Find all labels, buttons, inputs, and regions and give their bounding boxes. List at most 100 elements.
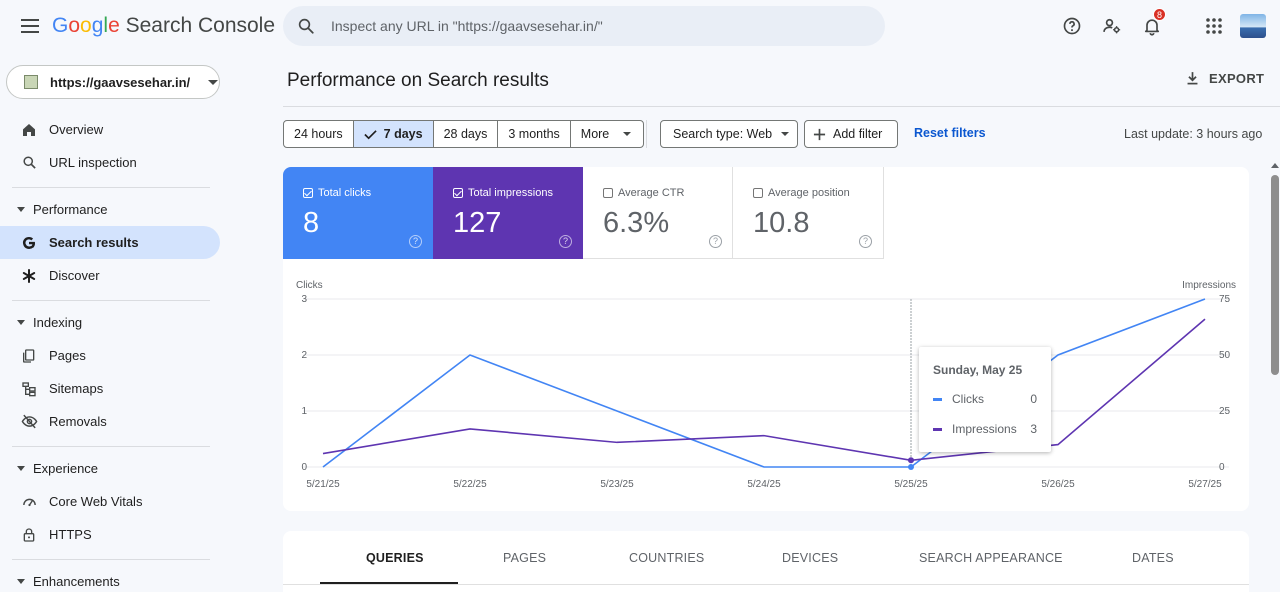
metric-label: Total clicks bbox=[318, 187, 372, 199]
apps-grid-icon[interactable] bbox=[1202, 14, 1226, 38]
y-right-tick-label: 25 bbox=[1219, 406, 1231, 417]
tooltip-series-value: 3 bbox=[1030, 422, 1037, 436]
y-left-axis-label: Clicks bbox=[296, 280, 323, 291]
sidebar-item-label: Overview bbox=[49, 122, 104, 137]
scroll-up-arrow-icon[interactable] bbox=[1271, 163, 1279, 168]
metric-label: Average position bbox=[768, 187, 850, 199]
sidebar-item-pages[interactable]: Pages bbox=[0, 339, 220, 372]
search-input[interactable] bbox=[331, 18, 851, 34]
x-tick-label: 5/23/25 bbox=[600, 479, 634, 490]
lock-icon bbox=[20, 526, 38, 544]
metric-label-row: Total clicks bbox=[303, 187, 371, 199]
sidebar-section-experience[interactable]: Experience bbox=[0, 454, 220, 482]
help-icon[interactable]: ? bbox=[559, 235, 572, 248]
download-icon bbox=[1187, 72, 1198, 85]
metric-value: 6.3% bbox=[603, 207, 670, 239]
search-icon bbox=[20, 154, 38, 172]
tab-pages[interactable]: PAGES bbox=[503, 551, 547, 565]
google-g-icon bbox=[20, 234, 38, 252]
home-icon bbox=[20, 121, 38, 139]
tooltip-series-name: Clicks bbox=[952, 392, 984, 406]
property-favicon bbox=[24, 75, 38, 89]
sidebar-item-core-web-vitals[interactable]: Core Web Vitals bbox=[0, 485, 220, 518]
add-filter-button[interactable]: Add filter bbox=[804, 120, 898, 148]
date-option-28-days[interactable]: 28 days bbox=[434, 121, 499, 147]
metric-checkbox[interactable] bbox=[603, 188, 613, 198]
tooltip-row-impressions: Impressions 3 bbox=[933, 422, 1037, 436]
add-filter-label: Add filter bbox=[833, 127, 883, 141]
metric-average-position[interactable]: Average position 10.8 ? bbox=[733, 167, 884, 259]
help-icon[interactable]: ? bbox=[859, 235, 872, 248]
section-label: Indexing bbox=[33, 314, 83, 330]
notifications-icon[interactable]: 8 bbox=[1140, 8, 1166, 38]
search-console-logo[interactable]: Google Search Console bbox=[52, 14, 275, 38]
reset-filters-link[interactable]: Reset filters bbox=[914, 126, 986, 140]
manage-users-icon[interactable] bbox=[1100, 14, 1124, 38]
help-icon[interactable]: ? bbox=[409, 235, 422, 248]
performance-line-chart[interactable]: 0 0 1 25 2 50 3 75 Clicks Impressions 5/21/25 5/22/… bbox=[283, 259, 1249, 511]
metric-value: 127 bbox=[453, 207, 502, 239]
page-scrollbar[interactable] bbox=[1270, 160, 1280, 592]
tooltip-series-value: 0 bbox=[1030, 392, 1037, 406]
y-left-tick-label: 1 bbox=[301, 406, 307, 417]
metric-label-row: Average position bbox=[753, 187, 850, 199]
scrollbar-thumb[interactable] bbox=[1271, 175, 1279, 375]
section-label: Performance bbox=[33, 201, 108, 217]
tab-dates[interactable]: DATES bbox=[1132, 551, 1174, 565]
sidebar-divider bbox=[12, 559, 210, 560]
export-button[interactable]: EXPORT bbox=[1184, 70, 1264, 87]
main-menu-icon[interactable] bbox=[18, 14, 42, 38]
pages-icon bbox=[20, 347, 38, 365]
chart-tooltip: Sunday, May 25 Clicks 0 Impressions 3 bbox=[919, 347, 1051, 452]
tab-devices[interactable]: DEVICES bbox=[782, 551, 839, 565]
logo-letter: o bbox=[68, 14, 81, 37]
metric-total-impressions[interactable]: Total impressions 127 ? bbox=[433, 167, 583, 259]
metric-value: 10.8 bbox=[753, 207, 810, 239]
sidebar-section-performance[interactable]: Performance bbox=[0, 195, 220, 223]
notification-count-badge: 8 bbox=[1153, 8, 1166, 21]
account-avatar[interactable] bbox=[1240, 14, 1266, 38]
chevron-down-icon bbox=[208, 79, 219, 85]
property-selector[interactable]: https://gaavsesehar.in/ bbox=[6, 65, 220, 99]
legend-swatch bbox=[933, 397, 942, 401]
chevron-down-icon bbox=[781, 132, 790, 136]
date-option-more[interactable]: More bbox=[571, 121, 643, 147]
sidebar-item-overview[interactable]: Overview bbox=[0, 113, 220, 146]
export-label: EXPORT bbox=[1209, 71, 1265, 86]
tab-search-appearance[interactable]: SEARCH APPEARANCE bbox=[919, 551, 1063, 565]
y-left-tick-label: 0 bbox=[301, 462, 307, 473]
y-left-tick-label: 2 bbox=[301, 350, 307, 361]
date-option-label: More bbox=[580, 127, 610, 141]
help-icon[interactable] bbox=[1060, 14, 1084, 38]
tab-queries[interactable]: QUERIES bbox=[366, 551, 424, 565]
chevron-down-icon bbox=[623, 132, 632, 136]
url-inspection-search[interactable] bbox=[283, 6, 885, 46]
top-bar: Google Search Console 8 bbox=[0, 0, 1280, 52]
metric-total-clicks[interactable]: Total clicks 8 ? bbox=[283, 167, 433, 259]
search-icon bbox=[298, 18, 314, 34]
metric-checkbox[interactable] bbox=[303, 188, 313, 198]
date-option-3-months[interactable]: 3 months bbox=[498, 121, 571, 147]
sidebar-item-sitemaps[interactable]: Sitemaps bbox=[0, 372, 220, 405]
date-option-24-hours[interactable]: 24 hours bbox=[284, 121, 354, 147]
sidebar-section-indexing[interactable]: Indexing bbox=[0, 308, 220, 336]
sidebar-item-removals[interactable]: Removals bbox=[0, 405, 220, 438]
metric-checkbox[interactable] bbox=[453, 188, 463, 198]
metric-checkbox[interactable] bbox=[753, 188, 763, 198]
sidebar-item-url-inspection[interactable]: URL inspection bbox=[0, 146, 220, 179]
metric-average-ctr[interactable]: Average CTR 6.3% ? bbox=[583, 167, 733, 259]
date-option-7-days[interactable]: 7 days bbox=[353, 121, 434, 147]
series-line-impressions bbox=[322, 318, 1206, 462]
sidebar-item-discover[interactable]: Discover bbox=[0, 259, 220, 292]
sidebar-item-search-results[interactable]: Search results bbox=[0, 226, 220, 259]
sidebar-section-enhancements[interactable]: Enhancements bbox=[0, 567, 220, 592]
tab-countries[interactable]: COUNTRIES bbox=[629, 551, 705, 565]
sidebar-item-https[interactable]: HTTPS bbox=[0, 518, 220, 551]
metric-label: Total impressions bbox=[468, 187, 553, 199]
tooltip-date: Sunday, May 25 bbox=[933, 363, 1023, 377]
help-icon[interactable]: ? bbox=[709, 235, 722, 248]
search-type-filter[interactable]: Search type: Web bbox=[660, 120, 798, 148]
y-right-tick-label: 50 bbox=[1219, 350, 1231, 361]
legend-swatch bbox=[933, 427, 942, 431]
sidebar-item-label: URL inspection bbox=[49, 155, 137, 170]
